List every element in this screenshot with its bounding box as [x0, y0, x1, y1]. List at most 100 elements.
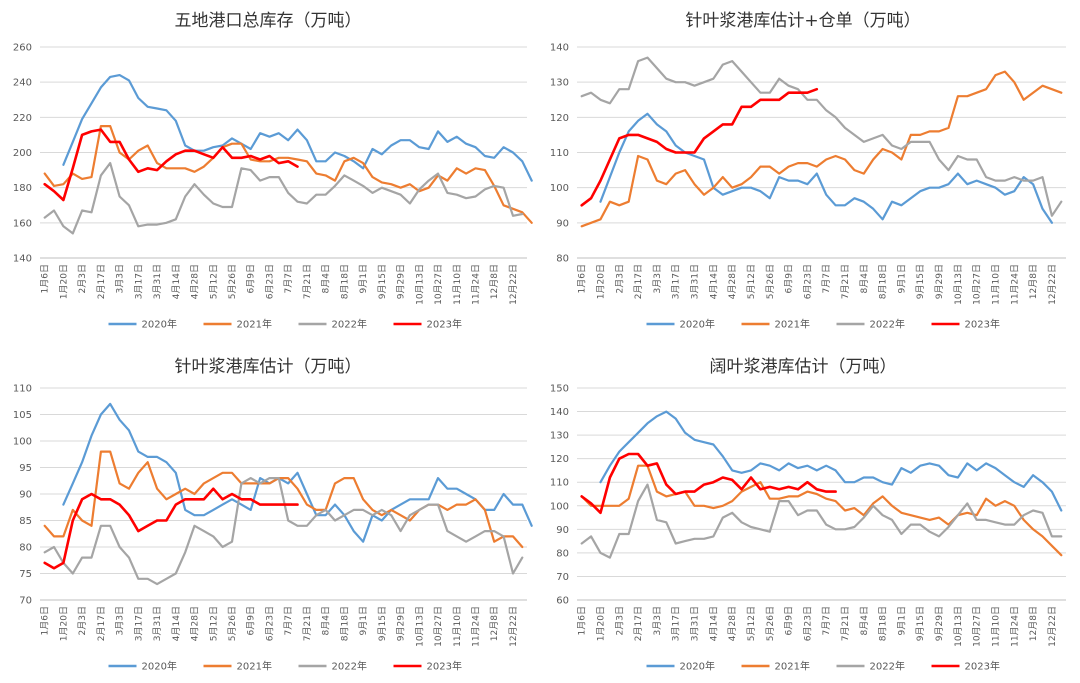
series-line-2020	[599, 112, 1054, 224]
series-line-2021	[580, 464, 1063, 557]
series-line-2023	[43, 487, 299, 570]
x-tick-label: 3月3日	[652, 606, 663, 635]
x-tick-label: 3月17日	[671, 606, 682, 641]
y-tick-label: 100	[550, 501, 569, 512]
y-tick-label: 105	[13, 410, 32, 421]
x-tick-label: 3月17日	[133, 264, 144, 299]
x-tick-label: 3月31日	[690, 264, 701, 299]
x-tick-label: 12月8日	[1028, 264, 1039, 299]
x-tick-label: 5月26日	[227, 264, 238, 299]
x-tick-label: 1月6日	[577, 606, 588, 635]
x-tick-label: 5月12日	[208, 264, 219, 299]
x-tick-label: 12月22日	[508, 606, 519, 647]
x-tick-label: 2月17日	[633, 606, 644, 641]
chart-title: 针叶浆港库估计+仓单（万吨）	[685, 11, 920, 31]
y-tick-label: 150	[550, 384, 569, 395]
x-tick-label: 4月28日	[190, 264, 201, 299]
legend-label: 2021年	[237, 318, 272, 331]
x-tick-label: 8月18日	[339, 264, 350, 299]
x-tick-label: 12月8日	[489, 606, 500, 641]
y-tick-label: 70	[556, 572, 569, 583]
x-tick-label: 5月26日	[765, 606, 776, 641]
x-tick-label: 2月17日	[96, 264, 107, 299]
series-line-2022	[43, 477, 524, 586]
x-tick-label: 12月22日	[1047, 264, 1058, 305]
x-tick-label: 10月13日	[414, 606, 425, 647]
x-tick-label: 2月3日	[614, 606, 625, 635]
series-line-2021	[580, 70, 1063, 228]
chart-panel-3: 针叶浆港库估计（万吨） 70 75 80 85 90 95 100 105 110 1月6日 1月2…	[13, 357, 533, 673]
y-tick-label: 110	[13, 384, 32, 395]
x-tick-label: 9月15日	[915, 264, 926, 299]
y-tick-label: 120	[550, 454, 569, 465]
x-tick-label: 9月1日	[896, 606, 907, 635]
y-tick-label: 95	[19, 463, 32, 474]
x-tick-label: 10月13日	[953, 606, 964, 647]
x-tick-label: 6月9日	[784, 606, 795, 635]
x-tick-label: 7月7日	[821, 264, 832, 293]
x-tick-label: 10月13日	[953, 264, 964, 305]
x-tick-label: 8月4日	[859, 264, 870, 293]
x-tick-label: 1月20日	[596, 264, 607, 299]
x-tick-label: 3月31日	[690, 606, 701, 641]
x-tick-label: 6月23日	[802, 606, 813, 641]
x-tick-label: 1月6日	[577, 264, 588, 293]
x-tick-label: 9月1日	[358, 606, 369, 635]
legend-label: 2023年	[427, 318, 462, 331]
x-tick-label: 4月28日	[190, 606, 201, 641]
y-tick-label: 90	[556, 525, 569, 536]
x-tick-label: 8月18日	[878, 606, 889, 641]
legend-label: 2022年	[332, 660, 367, 673]
y-tick-label: 220	[13, 113, 32, 124]
legend-label: 2021年	[775, 318, 810, 331]
x-tick-label: 1月20日	[58, 264, 69, 299]
y-tick-label: 160	[13, 218, 32, 229]
x-tick-label: 10月27日	[433, 606, 444, 647]
legend-label: 2021年	[237, 660, 272, 673]
y-tick-label: 120	[550, 113, 569, 124]
y-tick-label: 130	[550, 431, 569, 442]
y-tick-label: 240	[13, 78, 32, 89]
y-tick-label: 80	[556, 548, 569, 559]
legend-label: 2020年	[680, 660, 715, 673]
x-tick-label: 7月21日	[840, 606, 851, 641]
x-tick-label: 2月17日	[633, 264, 644, 299]
series-line-2021	[43, 124, 533, 224]
chart-panel-4: 阔叶浆港库估计（万吨） 60 70 80 90 100 110 120 130 140 150 1月…	[550, 357, 1066, 673]
x-tick-label: 4月14日	[171, 606, 182, 641]
y-tick-label: 70	[19, 596, 32, 607]
y-tick-label: 100	[13, 437, 32, 448]
x-tick-label: 11月10日	[452, 606, 463, 647]
x-tick-label: 2月3日	[77, 264, 88, 293]
series-line-2022	[43, 162, 524, 235]
legend-label: 2023年	[427, 660, 462, 673]
x-tick-label: 7月7日	[821, 606, 832, 635]
x-tick-label: 7月21日	[302, 606, 313, 641]
legend-label: 2022年	[870, 660, 905, 673]
x-tick-label: 4月14日	[708, 264, 719, 299]
x-tick-label: 9月29日	[396, 264, 407, 299]
chart-title: 五地港口总库存（万吨）	[175, 11, 362, 31]
x-tick-label: 5月26日	[227, 606, 238, 641]
x-tick-label: 6月23日	[264, 606, 275, 641]
x-tick-label: 6月23日	[264, 264, 275, 299]
x-tick-label: 3月3日	[652, 264, 663, 293]
x-tick-label: 9月15日	[377, 264, 388, 299]
series-line-2023	[43, 128, 299, 202]
y-tick-label: 140	[550, 43, 569, 54]
x-tick-label: 3月17日	[671, 264, 682, 299]
x-tick-label: 12月8日	[489, 264, 500, 299]
x-tick-label: 8月18日	[878, 264, 889, 299]
legend-label: 2021年	[775, 660, 810, 673]
x-tick-label: 4月14日	[708, 606, 719, 641]
x-tick-label: 11月10日	[452, 264, 463, 305]
y-tick-label: 85	[19, 516, 32, 527]
x-tick-label: 9月29日	[396, 606, 407, 641]
y-tick-label: 260	[13, 43, 32, 54]
x-tick-label: 12月8日	[1028, 606, 1039, 641]
x-tick-label: 10月27日	[972, 264, 983, 305]
x-tick-label: 5月12日	[208, 606, 219, 641]
x-tick-label: 4月14日	[171, 264, 182, 299]
